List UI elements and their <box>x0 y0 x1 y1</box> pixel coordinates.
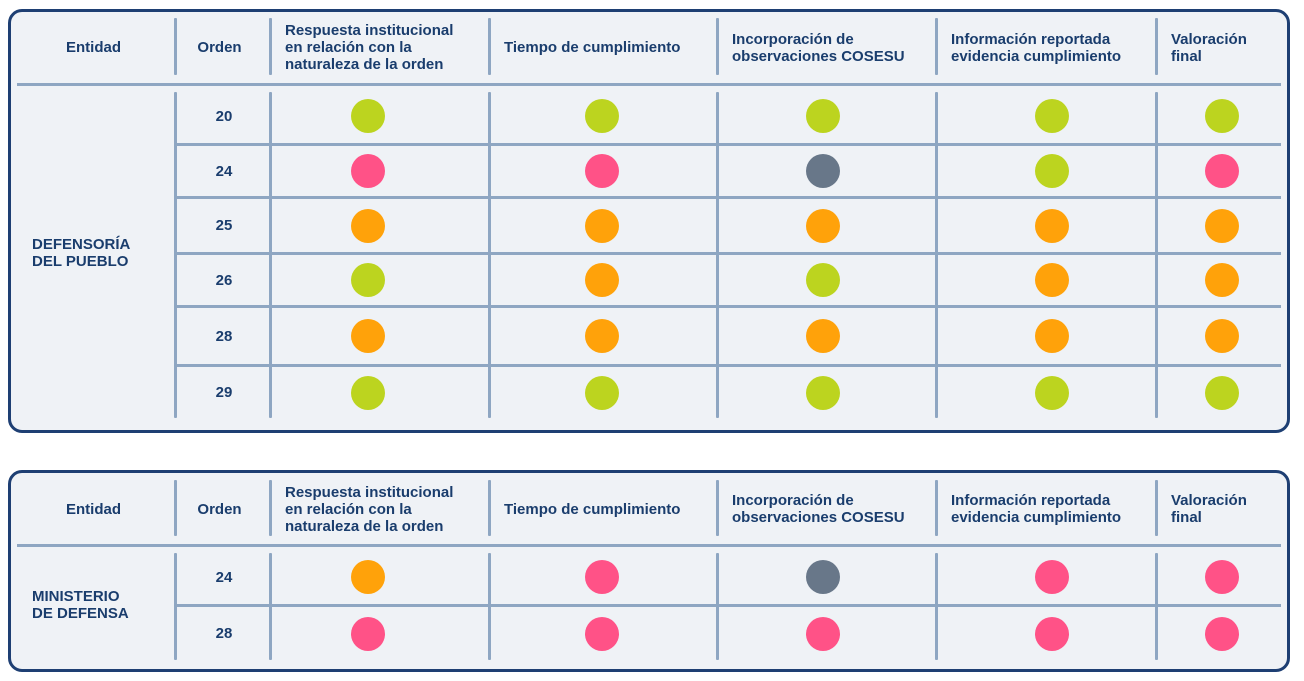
status-dot-green <box>351 263 385 297</box>
status-dot-orange <box>351 319 385 353</box>
status-dot-pink <box>806 616 840 651</box>
status-dot-green <box>1205 99 1239 133</box>
order-number: 24 <box>215 162 233 180</box>
column-divider <box>488 18 491 75</box>
status-dot-orange <box>1035 208 1069 243</box>
status-dot-orange <box>351 208 385 243</box>
status-dot-pink <box>1205 154 1239 188</box>
status-dot-green <box>806 263 840 297</box>
order-number: 28 <box>215 327 233 345</box>
status-dot-orange <box>1035 263 1069 297</box>
column-divider <box>935 553 938 660</box>
row-separator <box>174 604 1281 607</box>
row-separator <box>174 252 1281 255</box>
status-dot-green <box>1035 375 1069 410</box>
column-divider <box>935 18 938 75</box>
column-divider <box>488 480 491 536</box>
header-respuesta: Respuesta institucional en relación con … <box>285 22 454 73</box>
order-number: 24 <box>215 568 233 586</box>
column-divider <box>174 92 177 418</box>
status-dot-green <box>585 375 619 410</box>
status-dot-pink <box>585 616 619 651</box>
table-panel <box>8 9 1290 433</box>
status-dot-green <box>351 99 385 133</box>
header-separator <box>17 544 1281 547</box>
header-informacion: Información reportada evidencia cumplimi… <box>951 492 1122 526</box>
header-informacion: Información reportada evidencia cumplimi… <box>951 30 1122 65</box>
status-dot-orange <box>585 263 619 297</box>
header-respuesta: Respuesta institucional en relación con … <box>285 483 454 535</box>
column-divider <box>174 480 177 536</box>
status-dot-pink <box>1035 560 1069 594</box>
status-dot-orange <box>1205 319 1239 353</box>
entity-name: MINISTERIO DE DEFENSA <box>32 587 129 622</box>
status-dot-pink <box>1035 616 1069 651</box>
column-divider <box>269 480 272 536</box>
header-orden: Orden <box>197 39 242 56</box>
status-dot-green <box>1035 154 1069 188</box>
status-dot-orange <box>585 319 619 353</box>
column-divider <box>174 18 177 75</box>
column-divider <box>269 553 272 660</box>
header-valoracion: Valoración final <box>1171 30 1247 65</box>
header-orden: Orden <box>197 500 242 518</box>
status-dot-gray <box>806 154 840 188</box>
status-dot-green <box>806 99 840 133</box>
status-dot-pink <box>585 560 619 594</box>
status-dot-orange <box>806 208 840 243</box>
column-divider <box>716 480 719 536</box>
column-divider <box>935 480 938 536</box>
order-number: 20 <box>215 107 233 125</box>
status-dot-orange <box>806 319 840 353</box>
column-divider <box>488 92 491 418</box>
column-divider <box>488 553 491 660</box>
status-dot-orange <box>1205 208 1239 243</box>
status-dot-pink <box>351 616 385 651</box>
status-dot-gray <box>806 560 840 594</box>
header-incorporacion: Incorporación de observaciones COSESU <box>732 492 905 526</box>
row-separator <box>174 364 1281 367</box>
row-separator <box>174 143 1281 146</box>
column-divider <box>935 92 938 418</box>
status-dot-green <box>806 375 840 410</box>
column-divider <box>269 92 272 418</box>
header-entidad: Entidad <box>66 500 121 518</box>
table-panel <box>8 470 1290 672</box>
header-separator <box>17 83 1281 86</box>
column-divider <box>716 92 719 418</box>
header-incorporacion: Incorporación de observaciones COSESU <box>732 30 905 65</box>
header-entidad: Entidad <box>66 39 121 56</box>
header-tiempo: Tiempo de cumplimiento <box>504 500 681 518</box>
order-number: 29 <box>215 384 233 401</box>
order-number: 28 <box>215 625 233 642</box>
entity-name: DEFENSORÍA DEL PUEBLO <box>32 236 131 270</box>
column-divider <box>1155 92 1158 418</box>
status-dot-pink <box>1205 560 1239 594</box>
row-separator <box>174 196 1281 199</box>
status-dot-orange <box>1035 319 1069 353</box>
column-divider <box>174 553 177 660</box>
header-tiempo: Tiempo de cumplimiento <box>504 39 681 56</box>
column-divider <box>1155 480 1158 536</box>
column-divider <box>269 18 272 75</box>
column-divider <box>1155 553 1158 660</box>
status-dot-green <box>1035 99 1069 133</box>
status-dot-orange <box>351 560 385 594</box>
column-divider <box>716 553 719 660</box>
row-separator <box>174 305 1281 308</box>
column-divider <box>716 18 719 75</box>
status-dot-green <box>351 375 385 410</box>
order-number: 25 <box>215 217 233 234</box>
order-number: 26 <box>215 271 233 289</box>
status-dot-orange <box>1205 263 1239 297</box>
status-dot-pink <box>585 154 619 188</box>
status-dot-orange <box>585 208 619 243</box>
status-dot-green <box>1205 375 1239 410</box>
status-dot-green <box>585 99 619 133</box>
header-valoracion: Valoración final <box>1171 492 1247 526</box>
status-dot-pink <box>351 154 385 188</box>
status-dot-pink <box>1205 616 1239 651</box>
column-divider <box>1155 18 1158 75</box>
